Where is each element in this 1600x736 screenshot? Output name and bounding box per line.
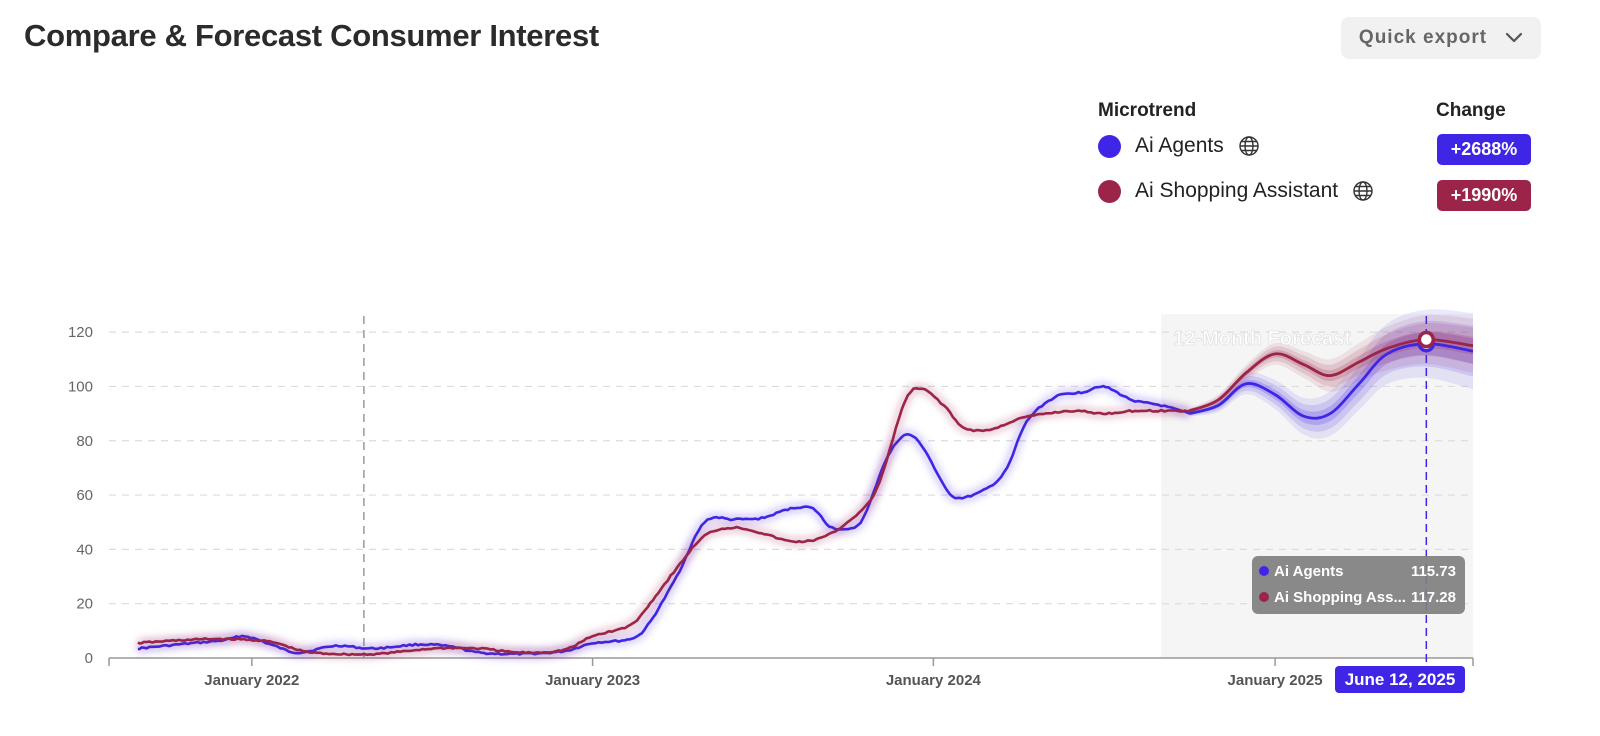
series-line-ai-agents [137, 384, 1190, 656]
forecast-band-ai-shopping-assistant [1189, 314, 1473, 414]
change-badge-ai-agents: +2688% [1437, 134, 1531, 165]
tooltip-series-value: 115.73 [1410, 562, 1456, 580]
hover-tooltip: Ai Agents 115.73 Ai Shopping Ass... 117.… [1252, 556, 1465, 614]
series-lines [135, 338, 1474, 660]
globe-icon[interactable] [1238, 135, 1260, 157]
globe-icon[interactable] [1352, 180, 1374, 202]
series-glow-ai-agents [137, 381, 1191, 659]
hover-markers [1417, 330, 1436, 353]
series-color-dot [1098, 134, 1121, 158]
series-forecast-ai-shopping-assistant [1188, 338, 1474, 413]
series-color-dot [1259, 566, 1269, 576]
series-glow-ai-shopping-assistant [135, 384, 1190, 660]
legend-item-label: Ai Shopping Assistant [1135, 179, 1339, 202]
legend-item-label: Ai Agents [1135, 134, 1224, 157]
series-line-ai-shopping-assistant [137, 387, 1190, 657]
quick-export-button[interactable]: Quick export [1341, 17, 1541, 59]
change-badge-ai-shopping-assistant: +1990% [1437, 180, 1531, 211]
legend-item-ai-agents[interactable]: Ai Agents [1098, 131, 1260, 161]
series-color-dot [1098, 179, 1121, 203]
axes: 0 20 40 60 80 100 120 January 2022 January 2023 J… [68, 324, 1474, 689]
y-tick-label: 120 [68, 324, 93, 341]
forecast-band-ai-agents [1189, 332, 1473, 425]
y-tick-label: 20 [76, 596, 93, 613]
y-tick-label: 100 [68, 378, 93, 395]
grid-lines [109, 331, 1468, 605]
x-tick-label: January 2022 [204, 672, 299, 689]
tooltip-series-name: Ai Agents [1274, 562, 1344, 580]
forecast-band-ai-shopping-assistant [1189, 331, 1473, 412]
hover-date-badge: June 12, 2025 [1335, 666, 1465, 693]
y-tick-label: 80 [76, 433, 93, 450]
y-tick-label: 40 [76, 541, 93, 558]
x-tick-label: January 2024 [886, 672, 982, 689]
hover-marker-ai-shopping-assistant [1417, 330, 1436, 349]
legend-item-ai-shopping-assistant[interactable]: Ai Shopping Assistant [1098, 176, 1374, 206]
x-tick-label: January 2025 [1228, 672, 1323, 689]
quick-export-label: Quick export [1358, 27, 1488, 48]
tooltip-series-value: 117.28 [1410, 588, 1456, 606]
y-tick-label: 0 [85, 650, 93, 667]
x-tick-label: January 2023 [545, 672, 640, 689]
forecast-band-ai-shopping-assistant [1189, 323, 1473, 413]
tooltip-row-ai-shopping-assistant: Ai Shopping Ass... 117.28 [1259, 586, 1456, 608]
page-title: Compare & Forecast Consumer Interest [24, 18, 599, 53]
y-tick-label: 60 [76, 487, 93, 504]
chevron-down-icon [1505, 32, 1523, 43]
forecast-label: 12-Month Forecast [1173, 328, 1351, 350]
series-color-dot [1259, 592, 1269, 602]
tooltip-row-ai-agents: Ai Agents 115.73 [1259, 560, 1456, 582]
legend-change-header: Change [1436, 100, 1506, 121]
tooltip-series-name: Ai Shopping Ass... [1274, 588, 1406, 606]
forecast-band-ai-agents [1189, 309, 1473, 439]
legend-microtrend-header: Microtrend [1098, 100, 1197, 121]
series-forecast-ai-agents [1188, 342, 1474, 420]
